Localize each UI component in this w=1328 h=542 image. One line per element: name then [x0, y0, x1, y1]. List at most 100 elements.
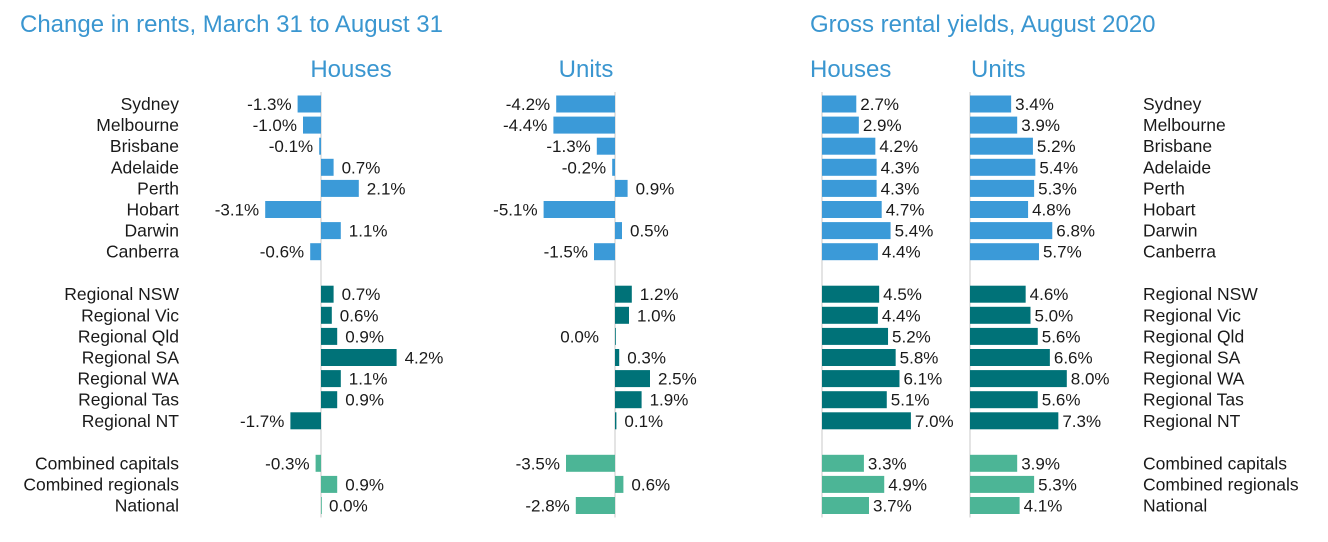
yield-units-label-regional-nsw: 4.6%: [1030, 285, 1069, 304]
change-units-bar-regional-tas: [615, 391, 642, 409]
yield-units-label-perth: 5.3%: [1038, 179, 1077, 198]
yield-units-label-adelaide: 5.4%: [1039, 158, 1078, 177]
category-label-left-regional-nt: Regional NT: [82, 411, 180, 431]
yield-houses-bar-melbourne: [822, 116, 859, 134]
change-houses-label-regional-vic: 0.6%: [340, 306, 379, 325]
yield-houses-bar-national: [822, 497, 869, 514]
category-label-right-perth: Perth: [1143, 178, 1185, 198]
yield-units-label-brisbane: 5.2%: [1037, 137, 1076, 156]
yield-houses-bar-regional-wa: [822, 370, 900, 388]
yield-units-bar-regional-tas: [970, 391, 1038, 409]
change-chart-title: Change in rents, March 31 to August 31: [20, 11, 443, 38]
category-label-left-regional-qld: Regional Qld: [78, 326, 179, 346]
yield-houses-bar-regional-nsw: [822, 285, 880, 303]
yield-units-bar-combined-regionals: [970, 475, 1035, 493]
yield-units-bar-sydney: [970, 95, 1012, 113]
yield-chart-title: Gross rental yields, August 2020: [810, 11, 1156, 38]
change-houses-bar-canberra: [310, 243, 321, 261]
category-label-right-hobart: Hobart: [1143, 200, 1196, 220]
change-units-bar-regional-nsw: [615, 285, 632, 303]
change-houses-bar-regional-sa: [321, 349, 397, 366]
yield-houses-bar-sydney: [822, 95, 857, 113]
yield-houses-label-regional-sa: 5.8%: [900, 349, 939, 368]
change-houses-label-regional-sa: 4.2%: [405, 349, 444, 368]
change-units-bar-national: [575, 497, 615, 514]
yield-houses-label-regional-tas: 5.1%: [891, 391, 930, 410]
category-label-right-melbourne: Melbourne: [1143, 115, 1226, 135]
category-label-right-regional-nsw: Regional NSW: [1143, 284, 1258, 304]
yield-units-label-regional-tas: 5.6%: [1042, 391, 1081, 410]
change-houses-bar-brisbane: [319, 137, 321, 155]
change-units-bar-adelaide: [612, 158, 615, 176]
change-houses-label-regional-tas: 0.9%: [345, 391, 384, 410]
yield-units-bar-hobart: [970, 201, 1029, 218]
change-units-label-regional-wa: 2.5%: [658, 370, 697, 389]
yield-units-label-hobart: 4.8%: [1032, 201, 1071, 220]
change-units-bar-regional-qld: [615, 327, 616, 345]
category-label-left-combined-capitals: Combined capitals: [35, 453, 179, 473]
yield-houses-label-darwin: 5.4%: [895, 222, 934, 241]
change-houses-label-adelaide: 0.7%: [342, 158, 381, 177]
change-units-label-combined-capitals: -3.5%: [516, 454, 560, 473]
category-label-left-regional-wa: Regional WA: [78, 369, 180, 389]
yield-houses-bar-adelaide: [822, 158, 877, 176]
change-units-bar-regional-wa: [615, 370, 650, 388]
yield-units-label-combined-capitals: 3.9%: [1021, 454, 1060, 473]
change-houses-bar-national: [321, 497, 322, 514]
category-label-right-combined-regionals: Combined regionals: [1143, 474, 1299, 494]
yield-houses-label-sydney: 2.7%: [860, 95, 899, 114]
category-label-right-national: National: [1143, 496, 1207, 516]
change-units-bar-hobart: [543, 201, 615, 218]
yield-units-bar-brisbane: [970, 137, 1033, 155]
category-label-left-hobart: Hobart: [126, 200, 179, 220]
change-units-bar-combined-regionals: [615, 475, 624, 493]
yield-houses-bar-brisbane: [822, 137, 876, 155]
change-units-label-hobart: -5.1%: [493, 201, 537, 220]
yield-houses-bar-regional-qld: [822, 327, 889, 345]
yield-units-label-combined-regionals: 5.3%: [1038, 475, 1077, 494]
category-label-right-regional-sa: Regional SA: [1143, 348, 1241, 368]
yield-houses-bar-regional-nt: [822, 412, 911, 430]
yield-houses-label-regional-nt: 7.0%: [915, 412, 954, 431]
yield-units-label-darwin: 6.8%: [1056, 222, 1095, 241]
yield-units-bar-regional-vic: [970, 306, 1031, 324]
change-units-label-perth: 0.9%: [636, 179, 675, 198]
yield-houses-bar-regional-vic: [822, 306, 878, 324]
change-houses-label-sydney: -1.3%: [247, 95, 291, 114]
yield-houses-bar-regional-sa: [822, 349, 896, 366]
change-units-bar-combined-capitals: [566, 454, 615, 472]
yield-units-label-regional-nt: 7.3%: [1062, 412, 1101, 431]
category-label-left-national: National: [115, 496, 179, 516]
yield-units-bar-national: [970, 497, 1020, 514]
yield-units-bar-perth: [970, 179, 1035, 197]
change-units-bar-canberra: [594, 243, 615, 261]
category-label-left-melbourne: Melbourne: [96, 115, 179, 135]
change-houses-bar-adelaide: [321, 158, 334, 176]
yield-houses-label-regional-wa: 6.1%: [903, 370, 942, 389]
yield-houses-bar-perth: [822, 179, 877, 197]
change-houses-label-melbourne: -1.0%: [253, 116, 297, 135]
change-houses-bar-melbourne: [303, 116, 321, 134]
category-label-right-regional-wa: Regional WA: [1143, 369, 1245, 389]
yield-houses-label-brisbane: 4.2%: [879, 137, 918, 156]
change-houses-bar-perth: [321, 179, 359, 197]
change-houses-bar-regional-qld: [321, 327, 338, 345]
change-houses-bar-sydney: [297, 95, 321, 113]
yield-houses-label-hobart: 4.7%: [886, 201, 925, 220]
change-units-label-combined-regionals: 0.6%: [631, 475, 670, 494]
left-category-labels: SydneyMelbourneBrisbaneAdelaidePerthHoba…: [23, 94, 179, 516]
yield-houses-chart: 2.7% 2.9% 4.2% 4.3% 4.3% 4.7% 5.4% 4.4% 4.5% 4.4%…: [821, 92, 954, 518]
change-units-label-regional-sa: 0.3%: [627, 349, 666, 368]
change-units-bar-sydney: [556, 95, 615, 113]
yield-houses-bar-combined-capitals: [822, 454, 864, 472]
category-label-right-regional-vic: Regional Vic: [1143, 305, 1241, 325]
category-label-left-regional-nsw: Regional NSW: [64, 284, 179, 304]
category-label-left-combined-regionals: Combined regionals: [23, 474, 179, 494]
category-label-right-brisbane: Brisbane: [1143, 136, 1212, 156]
change-houses-label-darwin: 1.1%: [349, 222, 388, 241]
right-category-labels: SydneyMelbourneBrisbaneAdelaidePerthHoba…: [1143, 94, 1299, 516]
yield-units-bar-darwin: [970, 222, 1053, 240]
change-houses-bar-regional-nsw: [321, 285, 334, 303]
